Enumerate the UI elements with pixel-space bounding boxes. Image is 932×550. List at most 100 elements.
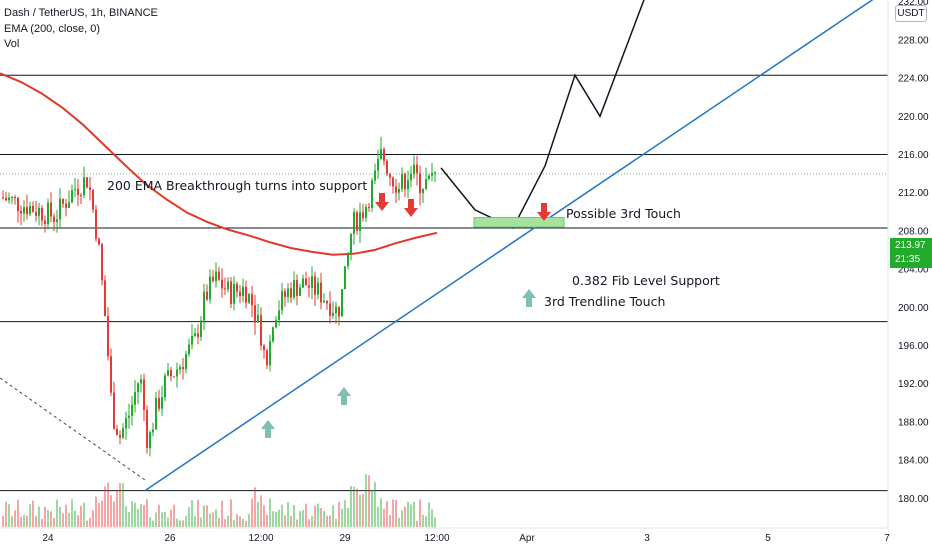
candle-body xyxy=(329,303,331,316)
volume-bar xyxy=(161,512,163,527)
candle-body xyxy=(137,383,139,393)
volume-bar xyxy=(263,505,265,527)
candle-body xyxy=(371,180,373,208)
down-arrow-icon xyxy=(404,199,418,217)
candle-body xyxy=(113,392,115,429)
candle-body xyxy=(305,278,307,286)
volume-bar xyxy=(92,510,94,527)
candle-body xyxy=(182,366,184,370)
candle-body xyxy=(377,159,379,171)
volume-bar xyxy=(80,505,82,527)
volume-bar xyxy=(11,515,13,527)
volume-bar xyxy=(251,498,253,527)
candle-body xyxy=(296,279,298,296)
volume-bar xyxy=(371,489,373,527)
volume-bar xyxy=(86,520,88,527)
candle-body xyxy=(272,327,274,342)
possible-third-touch-note: Possible 3rd Touch xyxy=(566,206,681,221)
volume-bar xyxy=(317,503,319,527)
markers xyxy=(261,193,565,438)
candle-body xyxy=(17,197,19,211)
volume-bar xyxy=(152,520,154,527)
candle-body xyxy=(401,173,403,189)
candle-body xyxy=(245,286,247,303)
volume-bar xyxy=(167,517,169,527)
volume-bar xyxy=(107,482,109,527)
candle-body xyxy=(134,392,136,405)
candle-body xyxy=(110,356,112,393)
candle-body xyxy=(275,320,277,328)
candle-body xyxy=(59,198,61,220)
candle-body xyxy=(230,281,232,304)
volume-bar xyxy=(95,496,97,527)
volume-bar xyxy=(386,501,388,527)
volume-bar xyxy=(338,501,340,527)
candle-body xyxy=(338,306,340,317)
volume-bar xyxy=(380,498,382,527)
currency-button[interactable]: USDT xyxy=(895,5,927,22)
candle-body xyxy=(242,286,244,297)
candle-body xyxy=(263,345,265,351)
candle-body xyxy=(233,283,235,304)
volume-bar xyxy=(137,508,139,527)
candle-body xyxy=(44,220,46,224)
candle-body xyxy=(188,344,190,355)
price-tick-label: 188.00 xyxy=(898,417,929,428)
volume-bar xyxy=(29,503,31,527)
time-tick-label: 12:00 xyxy=(424,533,449,544)
candle-body xyxy=(62,198,64,204)
volume-bar xyxy=(425,516,427,527)
time-tick-label: Apr xyxy=(519,533,535,544)
up-arrow-icon xyxy=(522,289,536,307)
volume-bar xyxy=(419,499,421,527)
volume-bar xyxy=(314,505,316,527)
price-tick-label: 224.00 xyxy=(898,74,929,85)
candle-body xyxy=(404,173,406,190)
volume-bar xyxy=(401,510,403,527)
volume-bar xyxy=(209,513,211,527)
candle-body xyxy=(341,289,343,317)
volume-bars xyxy=(2,474,436,527)
volume-bar xyxy=(404,506,406,527)
volume-bar xyxy=(143,505,145,527)
price-tick-label: 216.00 xyxy=(898,150,929,161)
candle-body xyxy=(80,195,82,197)
volume-bar xyxy=(332,505,334,527)
projection-path xyxy=(440,0,645,229)
volume-bar xyxy=(323,511,325,527)
ema-indicator-label[interactable]: EMA (200, close, 0) xyxy=(4,23,100,35)
candle-body xyxy=(92,189,94,210)
volume-bar xyxy=(284,515,286,527)
time-tick-label: 12:00 xyxy=(248,533,273,544)
candle-body xyxy=(131,404,133,416)
price-tick-label: 228.00 xyxy=(898,35,929,46)
candle-body xyxy=(239,291,241,297)
down-arrow-icon xyxy=(537,203,551,221)
volume-bar xyxy=(374,482,376,527)
volume-bar xyxy=(326,515,328,527)
volume-bar xyxy=(260,495,262,527)
volume-bar xyxy=(2,515,4,527)
candle-body xyxy=(368,206,370,208)
volume-bar xyxy=(356,488,358,527)
candle-body xyxy=(206,291,208,300)
candle-body xyxy=(116,428,118,436)
bar-countdown: 21:35 xyxy=(895,254,921,265)
candle-body xyxy=(11,196,13,198)
price-tick-label: 208.00 xyxy=(898,226,929,237)
candle-body xyxy=(392,177,394,187)
price-tick-label: 220.00 xyxy=(898,112,929,123)
volume-bar xyxy=(101,500,103,527)
volume-bar xyxy=(293,504,295,527)
volume-bar xyxy=(74,510,76,527)
candle-body xyxy=(350,233,352,254)
candle-body xyxy=(218,271,220,280)
volume-bar xyxy=(395,500,397,527)
symbol-title[interactable]: Dash / TetherUS, 1h, BINANCE xyxy=(4,7,158,19)
volume-bar xyxy=(191,500,193,527)
volume-bar xyxy=(77,515,79,527)
volume-bar xyxy=(41,519,43,527)
volume-indicator-label[interactable]: Vol xyxy=(4,38,20,50)
